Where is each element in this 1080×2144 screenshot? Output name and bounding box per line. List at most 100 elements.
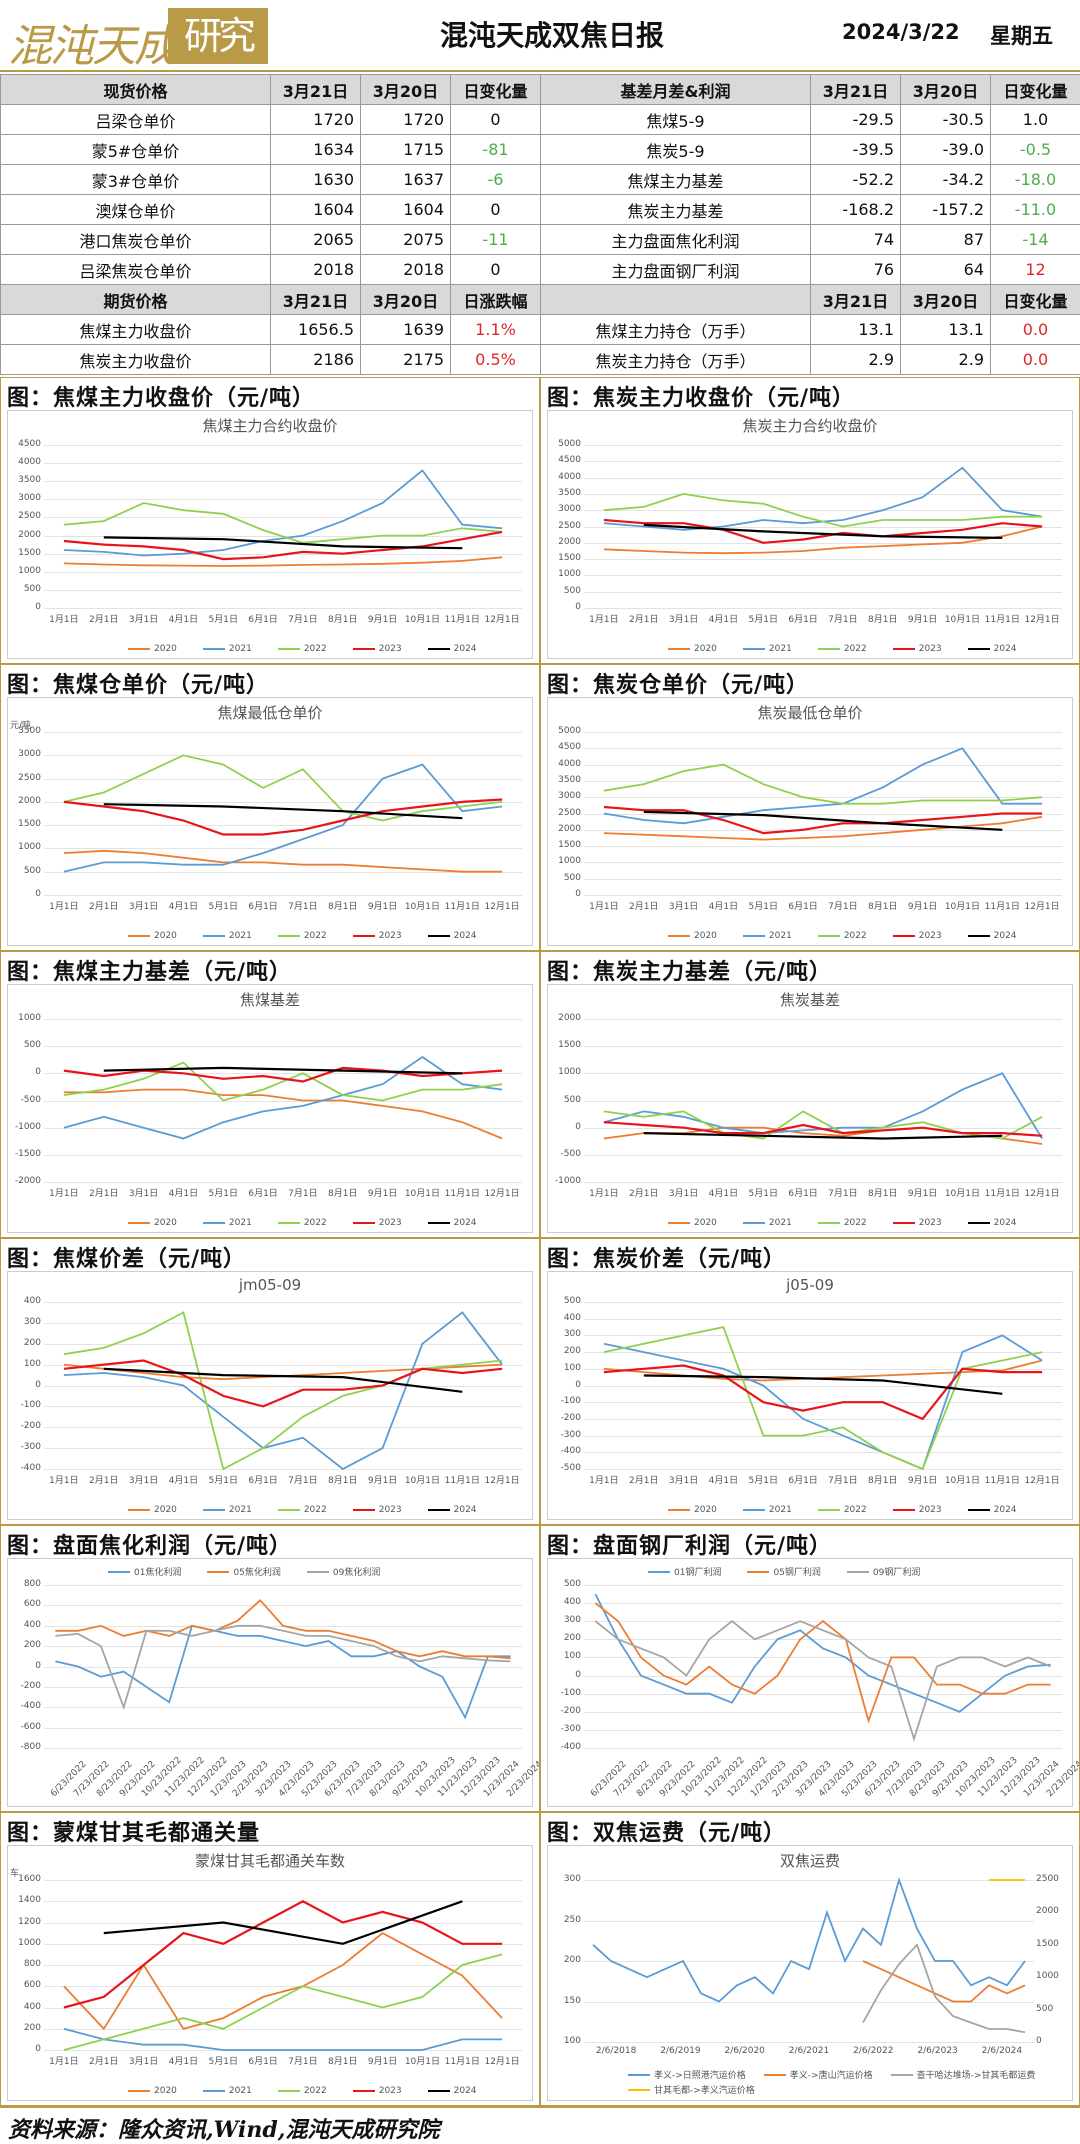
legend-item: 2020 xyxy=(668,644,717,654)
y-tick-label: 500 xyxy=(11,1040,41,1050)
series-line xyxy=(55,1600,510,1658)
y-tick-label: 500 xyxy=(551,586,581,596)
table-cell: 64 xyxy=(901,255,991,285)
legend-item: 2021 xyxy=(203,1218,252,1228)
table-cell: 主力盘面焦化利润 xyxy=(541,225,811,255)
legend-item: 2021 xyxy=(743,1505,792,1515)
legend-swatch xyxy=(743,1509,765,1511)
legend-swatch xyxy=(893,648,915,650)
table-cell: 焦炭5-9 xyxy=(541,135,811,165)
table-cell: 1720 xyxy=(361,105,451,135)
y-tick-label: 1000 xyxy=(551,1067,581,1077)
chart-title: 蒙煤甘其毛都通关车数 xyxy=(8,1850,532,1871)
legend-item: 01焦化利润 xyxy=(108,1565,181,1578)
panel-title: 图：焦煤价差（元/吨） xyxy=(7,1241,246,1273)
y-tick-label: 300 xyxy=(551,1615,581,1625)
table-cell: 0 xyxy=(451,195,541,225)
chart-title: 焦煤基差 xyxy=(8,989,532,1010)
legend-swatch xyxy=(818,648,840,650)
series-line xyxy=(604,520,1042,543)
y-tick-label: -400 xyxy=(11,1701,41,1711)
y-tick-label: 0 xyxy=(551,1380,581,1390)
legend-swatch xyxy=(668,648,690,650)
series-line xyxy=(64,1090,502,1139)
table-cell: -30.5 xyxy=(901,105,991,135)
legend-item: 查干哈达堆场->甘其毛都运费 xyxy=(891,2068,1036,2081)
y-tick-label: 2000 xyxy=(11,796,41,806)
report-weekday: 星期五 xyxy=(990,20,1053,50)
legend-item: 孝义->唐山汽运价格 xyxy=(764,2068,873,2081)
series-line xyxy=(604,527,1042,554)
header-cell: 3月21日 xyxy=(271,285,361,315)
legend-swatch xyxy=(893,1509,915,1511)
legend-label: 2022 xyxy=(304,931,327,941)
legend-label: 2021 xyxy=(769,931,792,941)
y-tick-label: 1500 xyxy=(551,1040,581,1050)
legend-label: 09焦化利润 xyxy=(333,1565,380,1578)
legend-swatch xyxy=(747,1571,769,1573)
table-cell: 1.0 xyxy=(991,105,1080,135)
series-line xyxy=(104,1901,463,1944)
table-cell: 主力盘面钢厂利润 xyxy=(541,255,811,285)
y-tick-label: 400 xyxy=(11,1296,41,1306)
y-tick-label: -100 xyxy=(11,1400,41,1410)
legend-label: 2020 xyxy=(154,644,177,654)
footer: 资料来源：隆众资讯,Wind,混沌天成研究院 xyxy=(0,2106,1080,2138)
table-cell: 吕梁焦炭仓单价 xyxy=(1,255,271,285)
legend-item: 2021 xyxy=(743,1218,792,1228)
legend-swatch xyxy=(628,2074,650,2076)
table-cell: 焦炭主力基差 xyxy=(541,195,811,225)
legend-label: 2023 xyxy=(379,644,402,654)
legend-label: 2023 xyxy=(379,2086,402,2096)
y-tick-label: 0 xyxy=(551,1670,581,1680)
y-tick-label: 400 xyxy=(551,1313,581,1323)
series-line xyxy=(55,1626,510,1708)
legend-swatch xyxy=(278,1509,300,1511)
legend-label: 2020 xyxy=(154,931,177,941)
y-tick-label: 600 xyxy=(11,1599,41,1609)
series-line xyxy=(55,1626,510,1718)
series-line xyxy=(64,557,502,566)
header-cell: 3月21日 xyxy=(811,75,901,105)
series-line xyxy=(604,1335,1042,1469)
y-tick-label: 0 xyxy=(11,602,41,612)
x-tick-label: 2/6/2024 xyxy=(972,2046,1032,2056)
legend-label: 2021 xyxy=(229,931,252,941)
series-line xyxy=(593,1880,1025,2002)
y-tick-label: -200 xyxy=(551,1413,581,1423)
legend-swatch xyxy=(203,648,225,650)
legend-item: 05钢厂利润 xyxy=(747,1565,820,1578)
legend-label: 2022 xyxy=(844,1505,867,1515)
legend-label: 2022 xyxy=(304,644,327,654)
y-tick-label: -100 xyxy=(551,1396,581,1406)
line-plot xyxy=(584,1585,1062,1748)
table-cell: 76 xyxy=(811,255,901,285)
y-tick-label: 500 xyxy=(11,866,41,876)
table-cell: 2018 xyxy=(271,255,361,285)
panel-title: 图：焦煤仓单价（元/吨） xyxy=(7,667,269,699)
legend-swatch xyxy=(743,935,765,937)
legend-label: 2020 xyxy=(154,1505,177,1515)
y-tick-label: 4500 xyxy=(551,455,581,465)
y-tick-label: -100 xyxy=(551,1688,581,1698)
legend-label: 2024 xyxy=(994,1218,1017,1228)
panel-title: 图：焦煤主力收盘价（元/吨） xyxy=(7,380,315,412)
table-cell: 74 xyxy=(811,225,901,255)
legend-swatch xyxy=(968,1509,990,1511)
legend-swatch xyxy=(743,648,765,650)
legend-label: 孝义->日照港汽运价格 xyxy=(654,2068,746,2081)
y-tick-label: -200 xyxy=(11,1421,41,1431)
